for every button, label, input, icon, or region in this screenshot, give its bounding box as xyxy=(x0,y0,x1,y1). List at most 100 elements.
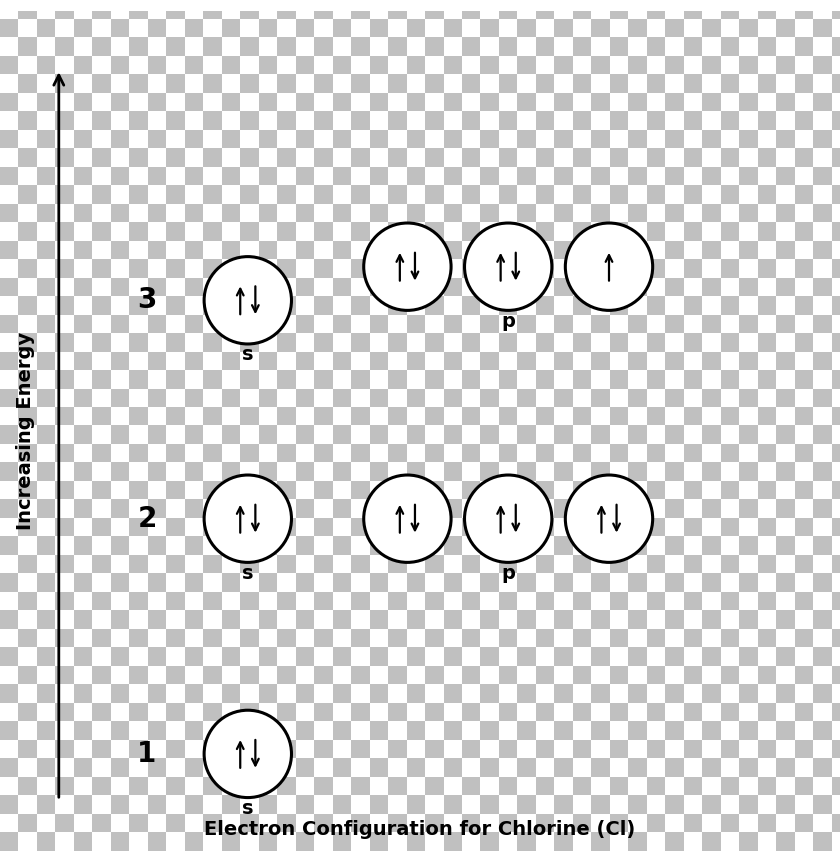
Bar xyxy=(573,0,591,19)
Bar xyxy=(185,814,203,832)
Bar xyxy=(74,167,92,185)
Bar xyxy=(721,722,739,740)
Bar xyxy=(37,204,55,222)
Bar xyxy=(591,130,610,148)
Bar xyxy=(0,74,18,93)
Bar xyxy=(333,37,351,56)
Bar xyxy=(832,185,840,204)
Bar xyxy=(536,241,554,259)
Bar xyxy=(111,740,129,758)
Bar xyxy=(185,314,203,333)
Bar xyxy=(222,722,240,740)
Bar xyxy=(0,333,18,351)
Bar xyxy=(832,425,840,444)
Bar xyxy=(628,259,647,277)
Bar xyxy=(92,0,111,19)
Bar xyxy=(37,37,55,56)
Bar xyxy=(166,241,185,259)
Bar xyxy=(0,222,18,241)
Bar xyxy=(351,462,370,481)
Bar xyxy=(425,0,444,19)
Bar xyxy=(536,259,554,277)
Bar xyxy=(684,277,702,296)
Bar xyxy=(296,148,314,167)
Bar xyxy=(407,499,425,517)
Bar xyxy=(795,333,813,351)
Bar xyxy=(240,19,259,37)
Bar xyxy=(444,499,462,517)
Bar xyxy=(628,758,647,777)
Bar xyxy=(74,19,92,37)
Text: s: s xyxy=(242,345,254,364)
Bar xyxy=(92,277,111,296)
Bar xyxy=(462,573,480,592)
Bar xyxy=(129,499,148,517)
Bar xyxy=(18,111,37,130)
Bar xyxy=(222,629,240,647)
Bar xyxy=(591,56,610,74)
Bar xyxy=(55,370,74,388)
Bar xyxy=(573,130,591,148)
Bar xyxy=(462,333,480,351)
Bar xyxy=(665,758,684,777)
Bar xyxy=(166,814,185,832)
Bar xyxy=(462,684,480,703)
Bar xyxy=(37,425,55,444)
Bar xyxy=(776,37,795,56)
Bar xyxy=(517,832,536,851)
Bar xyxy=(832,314,840,333)
Bar xyxy=(314,333,333,351)
Bar xyxy=(407,148,425,167)
Bar xyxy=(684,647,702,666)
Bar xyxy=(37,296,55,314)
Bar xyxy=(462,388,480,407)
Bar xyxy=(591,425,610,444)
Bar xyxy=(407,554,425,573)
Bar xyxy=(462,148,480,167)
Bar xyxy=(314,684,333,703)
Bar xyxy=(462,462,480,481)
Bar xyxy=(444,481,462,499)
Bar xyxy=(55,93,74,111)
Bar xyxy=(18,517,37,536)
Bar xyxy=(832,722,840,740)
Bar xyxy=(259,388,277,407)
Bar xyxy=(536,758,554,777)
Bar xyxy=(721,629,739,647)
Bar xyxy=(832,0,840,19)
Bar xyxy=(92,222,111,241)
Bar xyxy=(776,314,795,333)
Bar xyxy=(462,296,480,314)
Bar xyxy=(462,444,480,462)
Bar xyxy=(795,148,813,167)
Bar xyxy=(0,758,18,777)
Bar xyxy=(370,388,388,407)
Bar xyxy=(739,296,758,314)
Bar xyxy=(425,93,444,111)
Bar xyxy=(129,370,148,388)
Bar xyxy=(776,74,795,93)
Bar xyxy=(240,370,259,388)
Bar xyxy=(665,481,684,499)
Bar xyxy=(573,425,591,444)
Bar xyxy=(702,740,721,758)
Bar xyxy=(517,777,536,795)
Bar xyxy=(665,407,684,425)
Bar xyxy=(166,185,185,204)
Bar xyxy=(758,259,776,277)
Bar xyxy=(647,148,665,167)
Bar xyxy=(702,314,721,333)
Bar xyxy=(277,37,296,56)
Bar xyxy=(55,740,74,758)
Bar xyxy=(277,296,296,314)
Bar xyxy=(166,647,185,666)
Bar xyxy=(166,444,185,462)
Bar xyxy=(665,93,684,111)
Bar xyxy=(444,204,462,222)
Bar xyxy=(74,684,92,703)
Bar xyxy=(610,0,628,19)
Bar xyxy=(610,204,628,222)
Bar xyxy=(776,795,795,814)
Bar xyxy=(684,499,702,517)
Bar xyxy=(259,74,277,93)
